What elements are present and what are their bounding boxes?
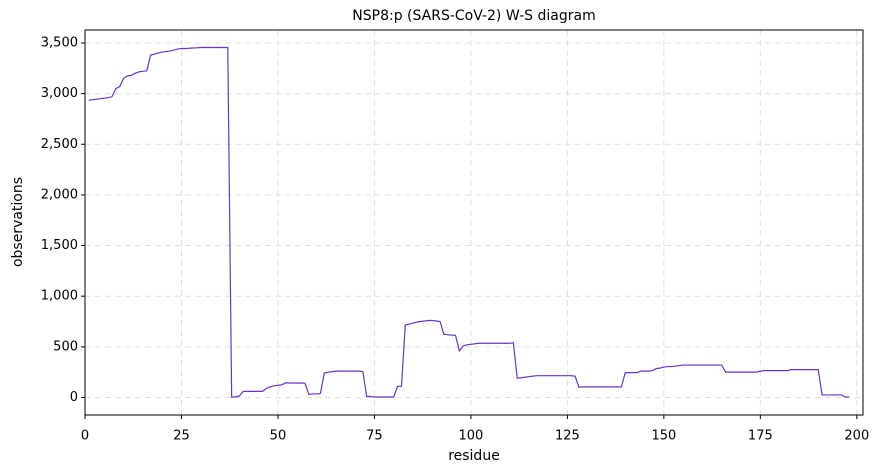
y-tick-label: 500 — [53, 339, 78, 354]
x-tick-label: 125 — [555, 429, 580, 444]
y-tick-label: 2,500 — [41, 137, 78, 152]
y-tick-label: 0 — [70, 390, 78, 405]
y-axis-label: observations — [10, 177, 26, 267]
chart-title: NSP8:p (SARS-CoV-2) W-S diagram — [352, 8, 595, 24]
plot-frame — [84, 29, 864, 416]
y-tick-label: 2,000 — [41, 187, 78, 202]
x-tick-label: 25 — [173, 429, 190, 444]
x-tick-label: 175 — [748, 429, 773, 444]
y-tick-label: 3,500 — [41, 35, 78, 50]
x-tick-label: 100 — [458, 429, 483, 444]
y-tick-label: 3,000 — [41, 86, 78, 101]
x-tick-label: 75 — [366, 429, 383, 444]
x-tick-label: 200 — [844, 429, 869, 444]
x-axis-label: residue — [448, 448, 500, 464]
x-tick-label: 50 — [270, 429, 287, 444]
x-tick-label: 0 — [81, 429, 89, 444]
x-tick-label: 150 — [651, 429, 676, 444]
y-tick-label: 1,500 — [41, 238, 78, 253]
y-tick-label: 1,000 — [41, 289, 78, 304]
data-line — [88, 46, 850, 398]
